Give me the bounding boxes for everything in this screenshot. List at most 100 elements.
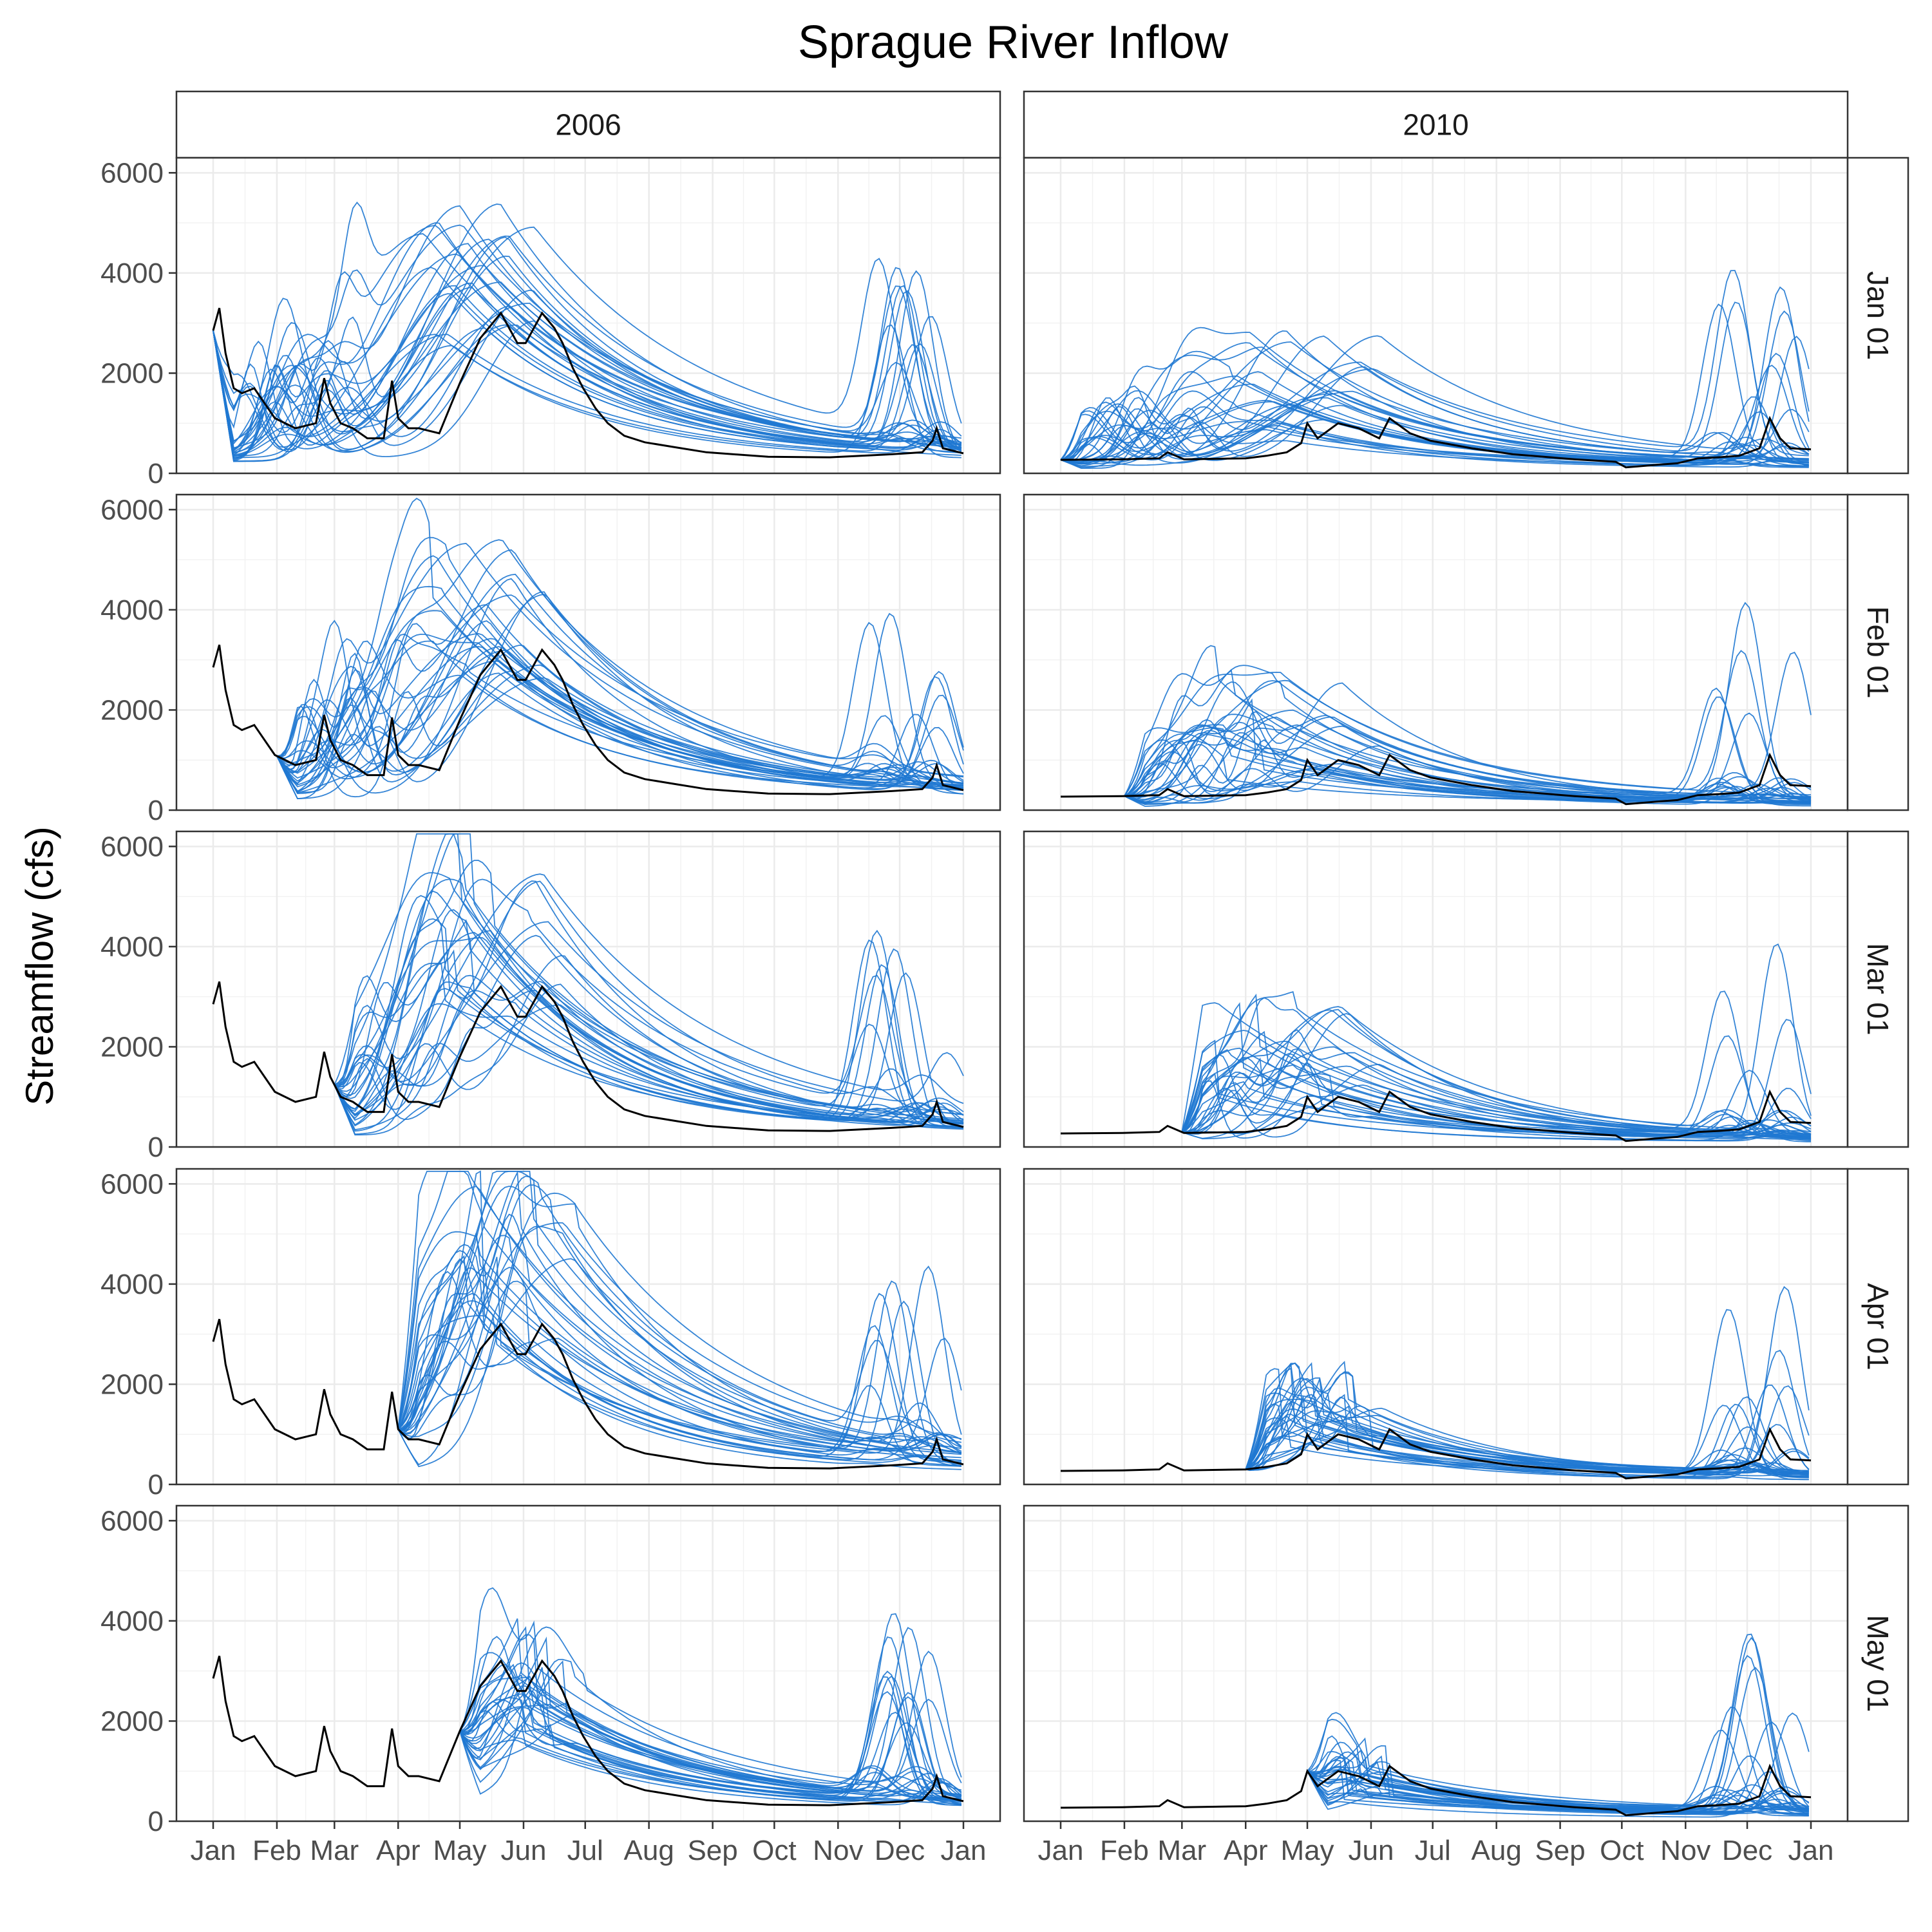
x-tick-label: Jan	[1788, 1835, 1834, 1866]
ensemble-trace	[276, 621, 964, 794]
y-tick-label: 6000	[100, 157, 164, 189]
ensemble-trace	[276, 549, 964, 784]
ensemble-trace	[213, 201, 961, 448]
column-strip-2006	[175, 90, 1001, 159]
x-tick-label: Nov	[813, 1835, 863, 1866]
ensemble-trace	[1060, 270, 1809, 460]
ensemble-trace	[276, 638, 964, 788]
ensemble-trace	[1182, 1057, 1812, 1137]
x-tick-label: Sep	[1535, 1835, 1585, 1866]
observed-line	[1060, 1426, 1812, 1480]
ensemble-trace	[213, 205, 962, 454]
ensemble-trace	[1245, 1368, 1809, 1481]
x-tick-label: Jan	[941, 1835, 987, 1866]
ensemble-trace	[1060, 342, 1810, 461]
observed-line	[1060, 415, 1812, 469]
ensemble-trace	[1060, 390, 1809, 463]
ensemble-trace	[334, 980, 964, 1124]
ensemble-trace	[334, 983, 964, 1136]
ensemble-trace	[397, 1231, 962, 1452]
ensemble-trace	[1124, 696, 1811, 802]
x-tick-label: Oct	[752, 1835, 796, 1866]
ensemble-trace	[459, 1697, 961, 1804]
observed-line	[212, 1318, 964, 1470]
ensemble-trace	[334, 930, 964, 1124]
panel-border	[175, 830, 1001, 1148]
y-axis-label: Streamflow (cfs)	[18, 826, 61, 1105]
ensemble-trace	[459, 1723, 962, 1806]
x-tick-label: Jun	[500, 1835, 546, 1866]
y-tick-label: 0	[148, 795, 164, 826]
ensemble-trace	[334, 934, 964, 1127]
ensemble-trace	[1060, 301, 1809, 465]
ensemble-trace	[334, 921, 964, 1102]
observed-line	[1060, 752, 1812, 806]
ensemble-trace	[1182, 1009, 1812, 1135]
y-tick-label: 0	[148, 1469, 164, 1501]
column-strip-label: 2006	[555, 108, 621, 142]
ensemble-trace	[334, 955, 964, 1132]
row-strip-label: Jan 01	[1861, 271, 1895, 360]
ensemble-trace	[213, 226, 961, 460]
ensemble-trace	[397, 1293, 961, 1465]
row-strip	[1846, 1504, 1909, 1823]
ensemble-trace	[1245, 1394, 1809, 1473]
ensemble-trace	[334, 859, 964, 1121]
x-tick-label: Dec	[875, 1835, 925, 1866]
panel-background	[1024, 1506, 1848, 1821]
ensemble-trace	[397, 1186, 962, 1455]
ensemble-trace	[1181, 1072, 1812, 1142]
ensemble-trace	[1307, 1770, 1809, 1817]
ensemble-trace	[334, 880, 964, 1115]
ensemble-trace	[1245, 1417, 1810, 1473]
ensemble-trace	[398, 1170, 961, 1467]
ensemble-trace	[213, 225, 961, 449]
x-tick-label: Jan	[191, 1835, 236, 1866]
ensemble-trace	[213, 235, 961, 456]
ensemble-trace	[459, 1658, 961, 1800]
ensemble-trace	[1182, 990, 1812, 1137]
ensemble-trace	[1060, 415, 1809, 468]
row-strip-label: Apr 01	[1861, 1283, 1895, 1370]
panel-border	[175, 1168, 1001, 1486]
row-strip-label: May 01	[1861, 1615, 1895, 1712]
panel-background	[176, 1506, 1000, 1821]
facet-panels: 2006 0 2000 4000 6000 0 2000 4000 6000 0 2000 4000 6…	[100, 90, 1909, 1866]
observed-line	[212, 981, 964, 1132]
ensemble-trace	[1182, 1088, 1812, 1142]
column-strip-label: 2010	[1403, 108, 1468, 142]
ensemble-trace	[397, 1244, 961, 1455]
observed-line	[1060, 1089, 1812, 1142]
panel-border	[175, 156, 1001, 475]
ensemble-trace	[459, 1696, 961, 1804]
observed-line	[1060, 1763, 1812, 1817]
row-strip	[1846, 1168, 1909, 1486]
ensemble-trace	[397, 1235, 961, 1461]
ensemble-trace	[276, 632, 964, 781]
y-tick-label: 6000	[100, 831, 164, 862]
x-tick-label: Oct	[1600, 1835, 1643, 1866]
ensemble-trace	[1245, 1361, 1810, 1471]
x-tick-label: Mar	[1157, 1835, 1206, 1866]
ensemble-trace	[1307, 1706, 1809, 1816]
y-tick-label: 6000	[100, 1505, 164, 1537]
row-strip	[1846, 493, 1909, 811]
panel-background	[1024, 158, 1848, 473]
x-tick-label: Feb	[1100, 1835, 1149, 1866]
row-strip-label: Feb 01	[1861, 606, 1895, 698]
ensemble-trace	[459, 1664, 961, 1800]
y-tick-label: 4000	[100, 931, 164, 963]
x-tick-label: Jul	[567, 1835, 603, 1866]
panel-background	[1024, 831, 1848, 1147]
y-tick-label: 4000	[100, 1269, 164, 1300]
ensemble-trace	[1124, 681, 1812, 801]
row-strip	[1846, 830, 1909, 1148]
x-tick-label: Jul	[1415, 1835, 1451, 1866]
ensemble-trace	[459, 1626, 961, 1798]
ensemble-trace	[213, 224, 961, 453]
ensemble-trace	[276, 591, 964, 799]
observed-line	[212, 307, 964, 459]
y-tick-label: 0	[148, 1806, 164, 1837]
ensemble-trace	[334, 878, 964, 1116]
x-tick-label: Jan	[1038, 1835, 1084, 1866]
